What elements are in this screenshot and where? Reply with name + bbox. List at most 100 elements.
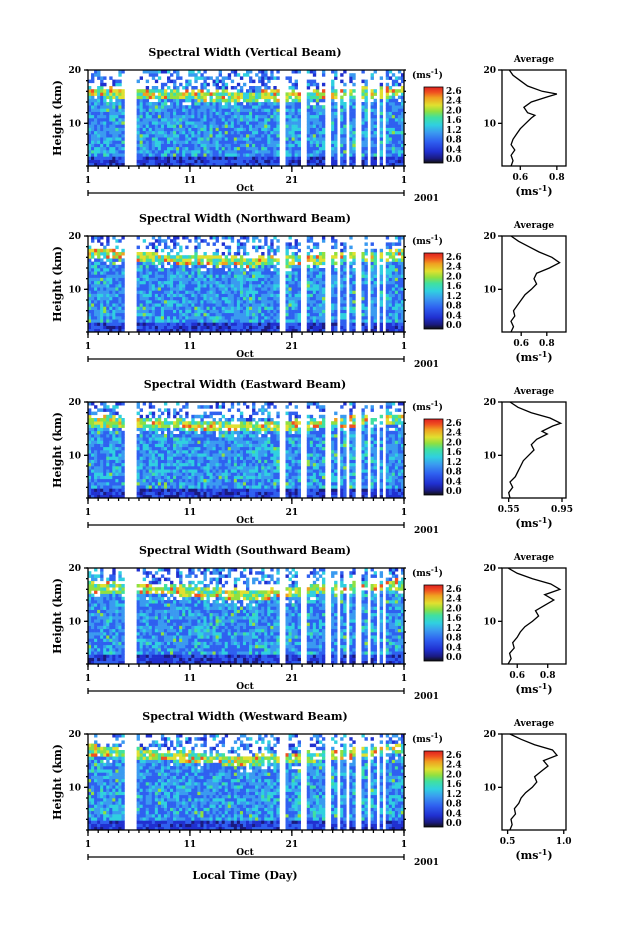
heatmap-cell: [106, 437, 110, 441]
heatmap-cell: [306, 79, 311, 84]
heatmap-cell: [136, 108, 140, 112]
heatmap-cell: [370, 268, 374, 272]
heatmap-cell: [306, 102, 311, 106]
heatmap-cell: [258, 300, 262, 304]
heatmap-cell: [306, 162, 311, 167]
heatmap-cell: [194, 143, 198, 148]
heatmap-cell: [246, 121, 250, 125]
heatmap-cell: [160, 328, 165, 333]
heatmap-cell: [388, 261, 393, 266]
heatmap-cell: [97, 421, 101, 425]
heatmap-cell: [361, 102, 365, 106]
heatmap-cell: [236, 111, 241, 116]
heatmap-cell: [321, 124, 326, 128]
heatmap-cell: [379, 306, 384, 310]
heatmap-cell: [209, 319, 213, 323]
heatmap-cell: [185, 105, 189, 109]
heatmap-cell: [397, 89, 402, 93]
heatmap-cell: [312, 258, 317, 262]
heatmap-cell: [145, 105, 150, 109]
heatmap-cell: [318, 287, 323, 291]
heatmap-cell: [318, 325, 323, 330]
heatmap-cell: [230, 137, 235, 141]
heatmap-cell: [309, 150, 314, 154]
heatmap-cell: [239, 111, 244, 116]
heatmap-cell: [203, 284, 207, 288]
heatmap-cell: [309, 153, 314, 157]
heatmap-cell: [194, 271, 198, 275]
heatmap-cell: [264, 296, 268, 301]
heatmap-cell: [100, 402, 104, 406]
heatmap-cell: [288, 127, 292, 132]
heatmap-cell: [291, 309, 295, 314]
heatmap-cell: [315, 162, 320, 167]
heatmap-cell: [370, 252, 374, 256]
heatmap-cell: [167, 162, 171, 167]
heatmap-cell: [318, 150, 323, 154]
heatmap-cell: [112, 277, 116, 282]
heatmap-cell: [218, 79, 222, 84]
heatmap-cell: [106, 482, 110, 486]
heatmap-cell: [400, 89, 405, 93]
heatmap-cell: [185, 118, 189, 122]
heatmap-cell: [221, 306, 226, 310]
heatmap-cell: [112, 280, 116, 285]
heatmap-cell: [185, 159, 189, 164]
heatmap-cell: [397, 303, 402, 307]
heatmap-cell: [170, 150, 174, 154]
x-tick-label: 11: [184, 176, 197, 186]
heatmap-cell: [306, 98, 311, 103]
heatmap-cell: [270, 146, 274, 151]
heatmap-cell: [170, 300, 174, 304]
heatmap-cell: [239, 322, 244, 326]
heatmap-cell: [373, 248, 377, 253]
heatmap-cell: [315, 300, 320, 304]
heatmap-cell: [388, 328, 393, 333]
heatmap-cell: [100, 418, 104, 422]
heatmap-cell: [373, 284, 377, 288]
heatmap-cell: [246, 296, 250, 301]
heatmap-cell: [118, 70, 122, 74]
heatmap-cell: [142, 264, 147, 269]
heatmap-cell: [215, 134, 219, 138]
heatmap-cell: [215, 306, 219, 310]
heatmap-cell: [200, 293, 204, 298]
heatmap-cell: [352, 280, 356, 285]
heatmap-cell: [379, 293, 384, 298]
heatmap-cell: [121, 268, 125, 272]
heatmap-cell: [139, 284, 143, 288]
heatmap-cell: [148, 70, 153, 74]
heatmap-cell: [100, 325, 104, 330]
heatmap-cell: [200, 134, 204, 138]
heatmap-cell: [142, 156, 147, 160]
heatmap-cell: [109, 421, 113, 425]
heatmap-cell: [242, 322, 247, 326]
heatmap-cell: [361, 134, 365, 138]
heatmap-cell: [264, 274, 268, 278]
heatmap-cell: [370, 303, 374, 307]
heatmap-cell: [233, 159, 238, 164]
heatmap-cell: [236, 293, 241, 298]
heatmap-cell: [370, 73, 374, 77]
x-tick-label: 1: [85, 342, 91, 352]
heatmap-cell: [139, 127, 143, 132]
heatmap-cell: [273, 150, 277, 154]
heatmap-cell: [194, 245, 198, 250]
heatmap-cell: [242, 153, 247, 157]
heatmap-cell: [388, 287, 393, 291]
heatmap-cell: [212, 261, 216, 266]
heatmap-cell: [139, 328, 143, 333]
heatmap-cell: [148, 159, 153, 164]
heatmap-cell: [103, 437, 107, 441]
heatmap-cell: [267, 95, 271, 100]
heatmap-cell: [255, 111, 259, 116]
heatmap-cell: [112, 440, 116, 444]
heatmap-cell: [340, 290, 344, 294]
heatmap-cell: [115, 446, 119, 451]
heatmap-cell: [370, 322, 374, 326]
heatmap-cell: [118, 140, 122, 144]
heatmap-cell: [136, 146, 140, 151]
heatmap-cell: [139, 130, 143, 135]
heatmap-cell: [258, 325, 262, 330]
heatmap-cell: [206, 156, 210, 160]
